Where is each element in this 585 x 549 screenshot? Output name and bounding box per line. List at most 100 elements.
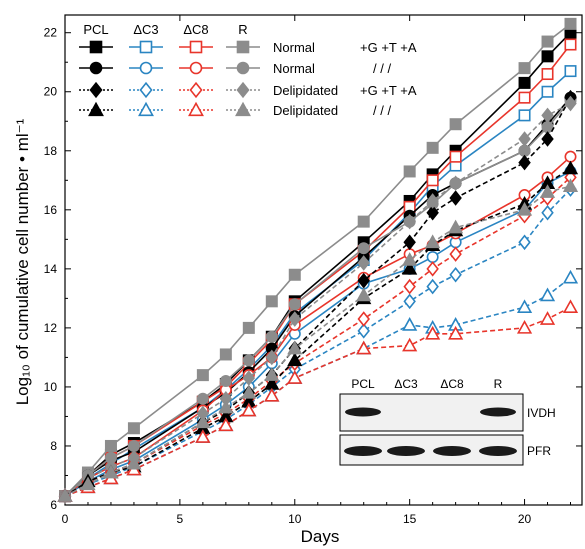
data-point [425,325,441,340]
legend-marker [88,101,104,117]
data-point [196,369,209,382]
data-point [287,340,303,355]
data-point [126,455,142,470]
x-tick-label: 20 [518,512,532,526]
legend-marker [89,40,103,54]
y-tick-label: 18 [44,144,58,158]
x-axis-title: Days [301,527,340,546]
data-point [516,320,533,334]
data-point [195,429,211,443]
x-tick-label: 15 [403,512,417,526]
data-point [541,85,554,98]
data-point [562,269,579,284]
data-point [448,219,464,234]
data-point [265,295,278,308]
data-point [403,293,416,310]
data-point [288,311,302,327]
data-point [402,252,418,266]
blot-lane-label: PCL [351,377,375,391]
series-line [64,176,572,497]
data-point [449,190,462,206]
data-point [357,272,370,289]
x-tick-label: 10 [288,512,302,526]
data-point [449,246,462,262]
y-tick-label: 22 [44,26,58,40]
data-point [449,150,462,163]
series-triangle-filled [57,178,579,502]
legend-marker [139,61,153,75]
data-point [241,384,257,399]
data-point [518,76,531,89]
legend-condition: Delipidated [273,103,338,118]
legend-marker [236,40,250,54]
series-line [64,170,571,497]
blot-row-label: IVDH [527,406,556,420]
data-point [127,439,140,452]
legend-marker [235,101,251,117]
series-line [64,167,571,497]
legend-marker [189,61,203,75]
data-point [449,266,462,283]
data-point [357,323,370,339]
data-point [448,325,464,340]
data-point [541,131,554,147]
data-point [103,464,119,479]
legend-marker [89,81,103,99]
data-point [518,91,531,104]
y-tick-label: 6 [50,498,57,512]
legend-marker [236,61,250,75]
y-axis-title: Log₁₀ of cumulative cell number • ml⁻¹ [13,118,32,405]
series-line [64,185,571,497]
blot-band-ivdh [345,407,381,417]
data-point [426,278,439,295]
data-point [264,387,280,402]
data-point [357,311,370,327]
blot-lane-label: ΔC3 [394,377,418,391]
data-point [242,354,255,367]
data-point [562,178,579,192]
y-tick-label: 20 [44,85,58,99]
data-point [516,299,533,314]
data-point [403,278,416,295]
y-tick-label: 12 [44,321,58,335]
data-point [242,370,256,386]
data-point [264,367,280,381]
legend-column-header: R [238,22,247,37]
legend-marker [189,40,203,54]
data-point [541,204,554,221]
legend-supplements: / / / [373,103,391,118]
data-point [449,118,462,131]
data-point [564,95,577,112]
x-tick-label: 5 [177,512,184,526]
blot-band-pfr [387,446,425,456]
data-point [518,109,531,122]
data-point [541,107,554,124]
legend-marker [138,101,154,117]
legend: PCL ΔC3 ΔC8 R Normal +G +T +A Normal / / / Delip… [79,22,417,118]
legend-marker [89,61,103,75]
data-point [403,213,416,230]
western-blot-inset: PCL ΔC3 ΔC8 R IVDH PFR [339,377,556,466]
data-point [288,298,301,311]
data-point [564,65,577,78]
blot-row-label: PFR [527,444,551,458]
data-point [195,414,211,429]
legend-marker [236,81,250,99]
series-line [64,102,571,497]
data-point [356,287,372,302]
blot-band-pfr [344,446,382,456]
data-point [518,131,531,147]
data-point [196,392,209,405]
data-point [57,488,73,502]
data-point [518,144,531,157]
series-line [64,32,572,497]
legend-supplements: +G +T +A [360,40,417,55]
data-point [403,234,416,251]
data-point [426,193,439,209]
data-point [539,311,556,325]
series-line [64,277,571,497]
legend-marker [139,81,153,99]
data-point [242,321,255,334]
data-point [219,348,232,361]
legend-supplements: / / / [373,61,391,76]
